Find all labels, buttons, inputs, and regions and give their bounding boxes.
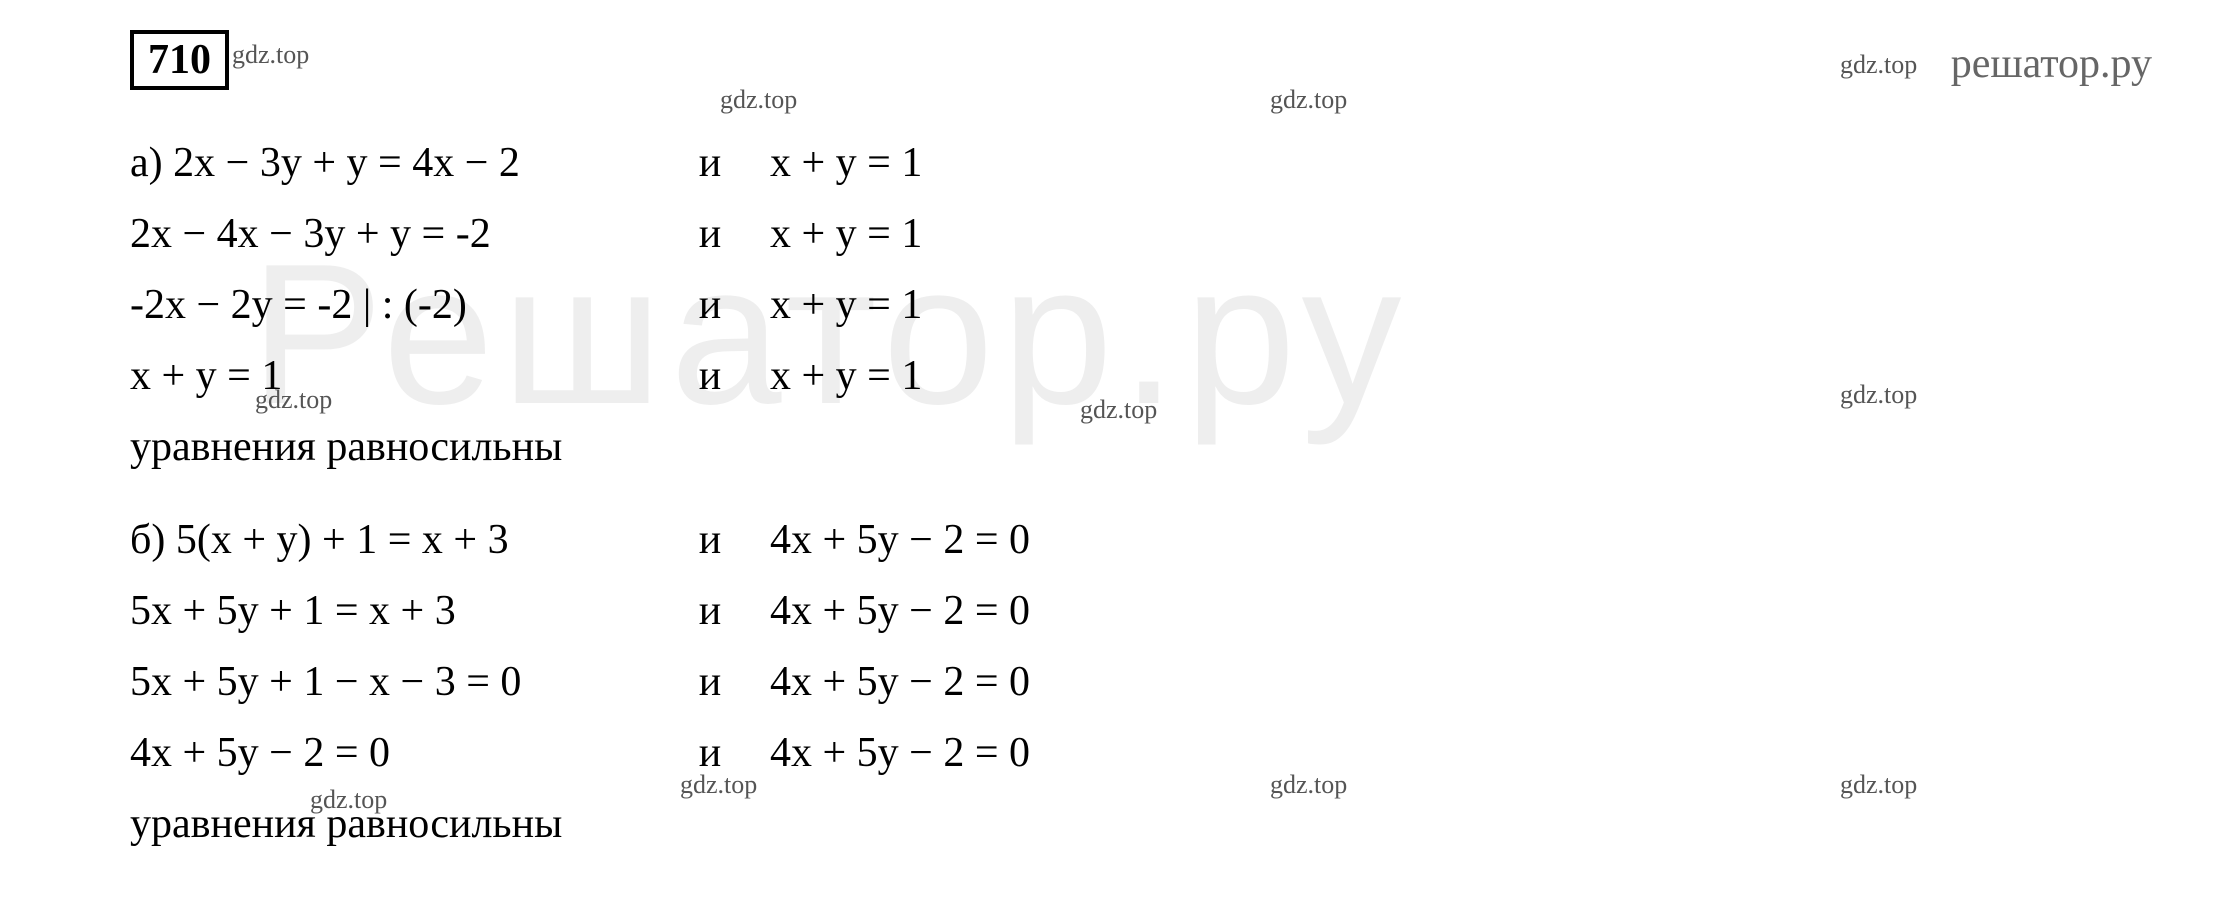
equation-right: 4x + 5y − 2 = 0: [770, 722, 1170, 785]
equation-row: 5x + 5y + 1 − x − 3 = 0 и 4x + 5y − 2 = …: [130, 651, 2222, 714]
part-label: б): [130, 517, 165, 563]
equation-mid: и: [650, 203, 770, 266]
equation-row: x + y = 1 и x + y = 1: [130, 345, 2222, 408]
equation-left: б) 5(x + y) + 1 = x + 3: [130, 509, 650, 572]
equation-left: x + y = 1: [130, 345, 650, 408]
part-a: а) 2x − 3y + y = 4x − 2 и x + y = 1 2x −…: [130, 132, 2222, 479]
equation-right: 4x + 5y − 2 = 0: [770, 580, 1170, 643]
part-b: б) 5(x + y) + 1 = x + 3 и 4x + 5y − 2 = …: [130, 509, 2222, 856]
equation-left: -2x − 2y = -2 | : (-2): [130, 274, 650, 337]
equation-left: 4x + 5y − 2 = 0: [130, 722, 650, 785]
equation-right: 4x + 5y − 2 = 0: [770, 509, 1170, 572]
equation-right: 4x + 5y − 2 = 0: [770, 651, 1170, 714]
equation-row: б) 5(x + y) + 1 = x + 3 и 4x + 5y − 2 = …: [130, 509, 2222, 572]
conclusion-a: уравнения равносильны: [130, 416, 2222, 479]
equation-text: 2x − 3y + y = 4x − 2: [173, 140, 520, 186]
equation-row: -2x − 2y = -2 | : (-2) и x + y = 1: [130, 274, 2222, 337]
equation-mid: и: [650, 132, 770, 195]
content-wrapper: 710 а) 2x − 3y + y = 4x − 2 и x + y = 1 …: [130, 30, 2222, 856]
equation-row: 2x − 4x − 3y + y = -2 и x + y = 1: [130, 203, 2222, 266]
equation-mid: и: [650, 651, 770, 714]
problem-number: 710: [130, 30, 229, 90]
equation-right: x + y = 1: [770, 274, 1170, 337]
equation-left: 5x + 5y + 1 = x + 3: [130, 580, 650, 643]
conclusion-b: уравнения равносильны: [130, 793, 2222, 856]
equation-row: а) 2x − 3y + y = 4x − 2 и x + y = 1: [130, 132, 2222, 195]
equation-mid: и: [650, 722, 770, 785]
equation-row: 5x + 5y + 1 = x + 3 и 4x + 5y − 2 = 0: [130, 580, 2222, 643]
equation-mid: и: [650, 509, 770, 572]
equation-text: 5(x + y) + 1 = x + 3: [176, 517, 509, 563]
equation-left: а) 2x − 3y + y = 4x − 2: [130, 132, 650, 195]
equation-right: x + y = 1: [770, 345, 1170, 408]
equation-mid: и: [650, 274, 770, 337]
equation-row: 4x + 5y − 2 = 0 и 4x + 5y − 2 = 0: [130, 722, 2222, 785]
part-label: а): [130, 140, 163, 186]
content: а) 2x − 3y + y = 4x − 2 и x + y = 1 2x −…: [130, 132, 2222, 856]
equation-mid: и: [650, 345, 770, 408]
equation-left: 2x − 4x − 3y + y = -2: [130, 203, 650, 266]
equation-right: x + y = 1: [770, 132, 1170, 195]
equation-mid: и: [650, 580, 770, 643]
equation-right: x + y = 1: [770, 203, 1170, 266]
equation-left: 5x + 5y + 1 − x − 3 = 0: [130, 651, 650, 714]
